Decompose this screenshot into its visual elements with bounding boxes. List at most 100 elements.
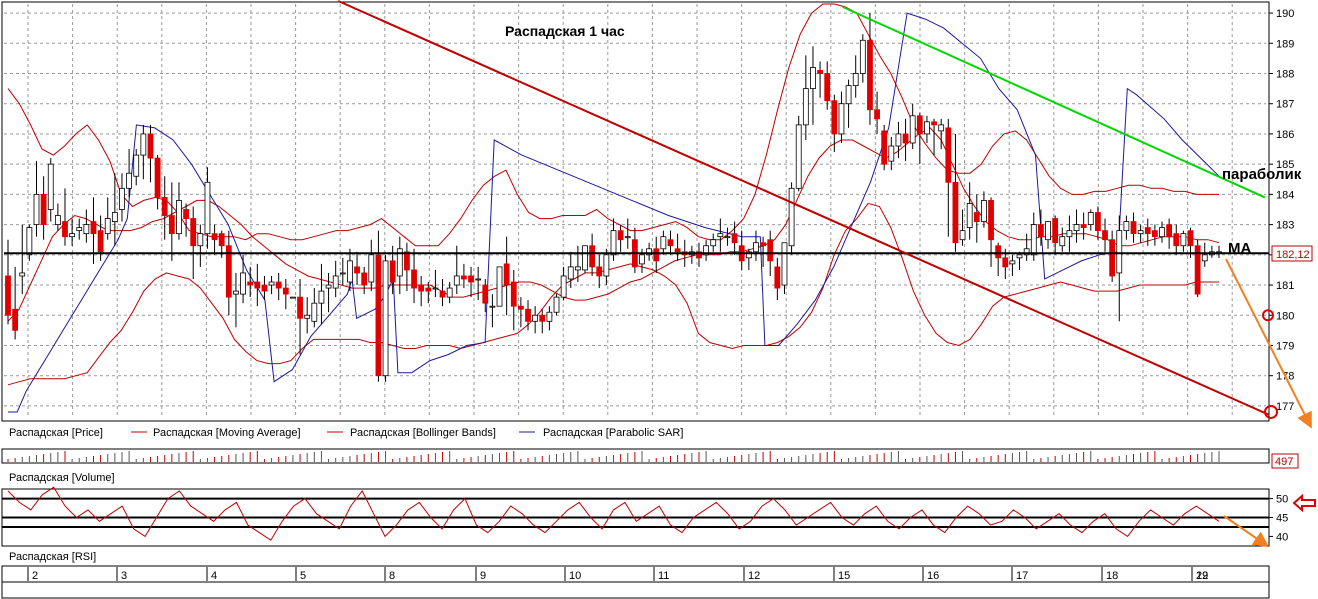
candle-body	[553, 296, 560, 313]
candle	[838, 91, 845, 144]
candle-body	[852, 73, 859, 86]
candle-body	[1095, 212, 1101, 232]
candle	[710, 233, 717, 252]
candle	[881, 124, 888, 171]
candle-body	[290, 296, 296, 299]
candle-body	[959, 230, 966, 241]
candle	[1216, 245, 1222, 258]
candle-body	[902, 133, 909, 144]
candle-body	[332, 275, 339, 289]
candle-body	[767, 239, 774, 262]
candle	[981, 191, 987, 228]
date-label: 19	[1196, 570, 1208, 582]
candle-body	[867, 39, 873, 111]
candle	[988, 197, 994, 267]
legend-volume: Распадская [Volume]	[9, 472, 115, 484]
trendlines	[337, 0, 1270, 416]
candle-body	[774, 266, 781, 289]
rsi-level-arrow	[1292, 493, 1316, 513]
candle	[1038, 209, 1044, 246]
volume-value-box	[1271, 453, 1299, 469]
candle-body	[582, 245, 588, 271]
candle	[1208, 245, 1215, 258]
candle-body	[411, 269, 417, 289]
candle-body	[646, 248, 653, 256]
candle	[161, 176, 168, 240]
candle	[603, 248, 610, 286]
candle-body	[1159, 227, 1165, 238]
grid	[4, 4, 1266, 418]
candle-body	[532, 314, 539, 322]
candle	[859, 34, 866, 83]
candle-body	[753, 242, 759, 253]
candle	[795, 115, 802, 192]
candle	[631, 227, 638, 273]
candle-body	[76, 227, 83, 232]
candle-body	[988, 200, 994, 241]
candle-body	[432, 287, 439, 290]
candle	[560, 266, 567, 301]
candle	[959, 209, 966, 246]
candle	[168, 182, 175, 261]
candle	[368, 239, 375, 292]
candle-body	[254, 281, 261, 289]
candle-body	[859, 39, 866, 74]
candle	[824, 61, 831, 110]
candle	[1059, 227, 1066, 252]
candle	[347, 248, 353, 292]
candle	[703, 239, 709, 261]
candle-body	[546, 311, 553, 322]
candle	[589, 233, 596, 276]
candle-body	[5, 275, 11, 316]
price-tick-label: 179	[1276, 340, 1294, 352]
candle-body	[1187, 230, 1194, 247]
candle	[1194, 239, 1201, 298]
rsi-line	[7, 486, 1220, 541]
candle	[874, 91, 880, 134]
candle	[69, 218, 76, 246]
candle	[532, 306, 539, 334]
candle-body	[183, 209, 189, 219]
rsi-line	[2, 486, 1269, 541]
candle-body	[161, 197, 168, 216]
candle-body	[496, 266, 503, 307]
date-label: 18	[1106, 570, 1118, 582]
candle	[111, 173, 118, 246]
candle	[817, 61, 823, 98]
candle-body	[589, 245, 596, 268]
candle	[190, 206, 197, 279]
candles	[5, 13, 1222, 382]
parabolic-sar	[8, 12, 1220, 413]
candle-body	[560, 275, 567, 298]
candle	[553, 294, 560, 316]
candle-body	[1151, 230, 1158, 238]
candle	[867, 13, 873, 125]
candle-body	[119, 187, 125, 210]
candle	[774, 257, 781, 301]
candle-body	[510, 281, 517, 307]
candle-body	[347, 260, 353, 283]
candle	[667, 230, 674, 255]
rsi-tick-label: 45	[1276, 513, 1288, 525]
legend-ma: Распадская [Moving Average]	[153, 427, 301, 439]
candle	[47, 158, 54, 222]
candle	[468, 266, 474, 298]
candle	[482, 278, 489, 313]
candle	[909, 103, 916, 150]
candle-body	[731, 233, 738, 244]
candle	[624, 218, 631, 249]
candle-body	[396, 248, 403, 277]
candle	[924, 115, 930, 144]
bb-upper-line	[7, 3, 1219, 247]
candle-body	[468, 275, 474, 283]
candle-body	[596, 266, 603, 277]
candle	[510, 269, 517, 331]
candle-body	[1102, 230, 1108, 241]
candle	[12, 266, 19, 340]
candle-body	[311, 302, 318, 322]
candle-body	[19, 272, 26, 277]
candle	[753, 230, 759, 261]
candle-body	[703, 245, 709, 256]
candle	[1066, 215, 1073, 252]
candle	[653, 236, 660, 273]
